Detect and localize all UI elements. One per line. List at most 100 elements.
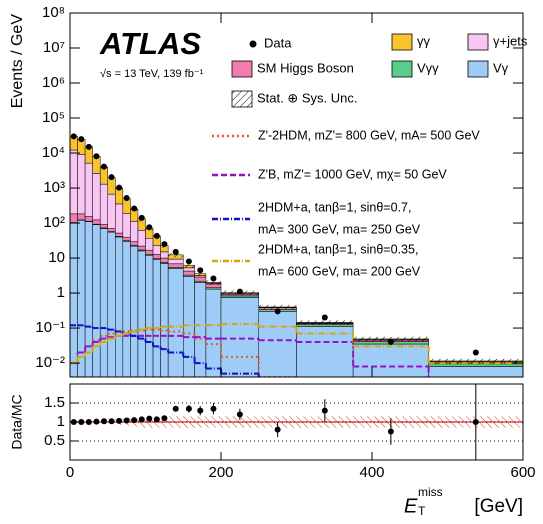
- legend-label: mA= 600 GeV, ma= 200 GeV: [258, 264, 421, 278]
- legend-label: Vγ: [493, 60, 509, 75]
- ratio-point: [131, 417, 138, 424]
- stack-segment: [130, 221, 139, 243]
- stack-segment: [84, 162, 93, 217]
- stack-segment: [167, 258, 184, 265]
- x-axis-label-superscript: miss: [418, 485, 443, 499]
- data-point: [185, 258, 192, 265]
- stack-segment: [160, 263, 169, 377]
- data-point: [172, 248, 179, 255]
- stack-segment: [145, 255, 154, 377]
- stack-segment: [137, 230, 146, 247]
- y-tick-label: 1.5: [44, 394, 65, 411]
- legend-label: 2HDM+a, tanβ=1, sinθ=0.7,: [258, 200, 411, 214]
- data-point: [387, 338, 394, 345]
- ratio-point: [472, 419, 479, 425]
- legend-label: mA= 300 GeV, ma= 250 GeV: [258, 222, 421, 236]
- data-point: [197, 267, 204, 274]
- uncertainty-band: [258, 304, 297, 310]
- stack-segment: [107, 231, 116, 377]
- stack-segment: [92, 173, 101, 221]
- data-point: [138, 214, 145, 221]
- uncertainty-band: [205, 280, 221, 285]
- ratio-point: [210, 405, 217, 412]
- data-point: [274, 308, 281, 315]
- x-tick-label: 0: [66, 464, 74, 481]
- data-point: [85, 143, 92, 150]
- stack-segment: [92, 224, 101, 377]
- data-point: [108, 174, 115, 181]
- legend-label: γγ: [417, 33, 431, 48]
- ratio-point: [321, 407, 328, 414]
- ratio-plot: [70, 384, 523, 460]
- stack-segment: [115, 232, 124, 237]
- stack-segment: [152, 245, 161, 255]
- ratio-point: [116, 417, 123, 424]
- stack-segment: [160, 257, 169, 263]
- ratio-point: [100, 418, 107, 425]
- stack-segment: [152, 254, 161, 259]
- data-point: [131, 205, 138, 212]
- x-axis-label-symbol: E: [404, 495, 418, 517]
- y-tick-label: 10⁵: [42, 109, 65, 126]
- y-tick-label: 10: [48, 249, 65, 266]
- uncertainty-band: [428, 358, 523, 364]
- x-tick-label: 200: [208, 464, 233, 481]
- uncertainty-band: [194, 271, 206, 277]
- y-tick-label: 1: [57, 284, 65, 301]
- stack-segment: [145, 237, 154, 251]
- stack-segment: [428, 366, 523, 377]
- y-tick-label: 10⁻²: [35, 354, 65, 371]
- data-point: [210, 275, 217, 282]
- data-point: [472, 349, 479, 356]
- legend-label: Data: [264, 35, 292, 50]
- stack-segment: [107, 227, 116, 232]
- legend-swatch: [467, 33, 489, 51]
- y-tick-label: 10⁸: [42, 4, 65, 21]
- y-tick-label: 10⁶: [42, 74, 65, 91]
- stack-segment: [130, 241, 139, 246]
- stack-segment: [428, 363, 523, 367]
- stack-segment: [77, 213, 86, 221]
- stack-segment: [167, 268, 184, 377]
- stack-segment: [122, 213, 131, 238]
- stack-segment: [99, 223, 108, 229]
- stack-segment: [152, 259, 161, 377]
- stack-segment: [99, 183, 108, 225]
- legend-swatch: [391, 33, 413, 51]
- ratio-point: [123, 417, 130, 424]
- data-point: [153, 232, 160, 239]
- stack-segment: [183, 267, 195, 272]
- energy-label: √s = 13 TeV, 139 fb⁻¹: [100, 68, 204, 80]
- data-point: [116, 184, 123, 191]
- stack-segment: [167, 263, 184, 268]
- ratio-point: [78, 419, 85, 425]
- y-tick-label: 0.5: [44, 432, 65, 449]
- stack-segment: [130, 245, 139, 377]
- data-point: [236, 288, 243, 295]
- stack-segment: [84, 216, 93, 222]
- y-tick-label: 1: [57, 413, 65, 430]
- stack-segment: [70, 222, 78, 377]
- ratio-point: [161, 415, 168, 422]
- stack-segment: [107, 177, 116, 195]
- stack-segment: [137, 250, 146, 377]
- ratio-point: [197, 407, 204, 414]
- x-axis-label-subscript: T: [418, 504, 426, 518]
- ratio-point: [236, 411, 243, 418]
- stack-segment: [183, 270, 195, 276]
- x-tick-label: 600: [510, 464, 535, 481]
- x-tick-label: 400: [359, 464, 384, 481]
- legend-swatch: [231, 90, 253, 108]
- legend-label: γ+jets: [493, 33, 528, 48]
- stack-segment: [84, 221, 93, 377]
- stack-segment: [137, 245, 146, 251]
- legend-marker: [249, 40, 257, 48]
- y-tick-label: 10⁷: [43, 39, 65, 56]
- data-point: [70, 133, 77, 140]
- ratio-point: [146, 415, 153, 422]
- stack-segment: [122, 241, 131, 377]
- stack-segment: [194, 276, 207, 282]
- stack-segment: [77, 154, 86, 215]
- uncertainty-band: [168, 252, 184, 258]
